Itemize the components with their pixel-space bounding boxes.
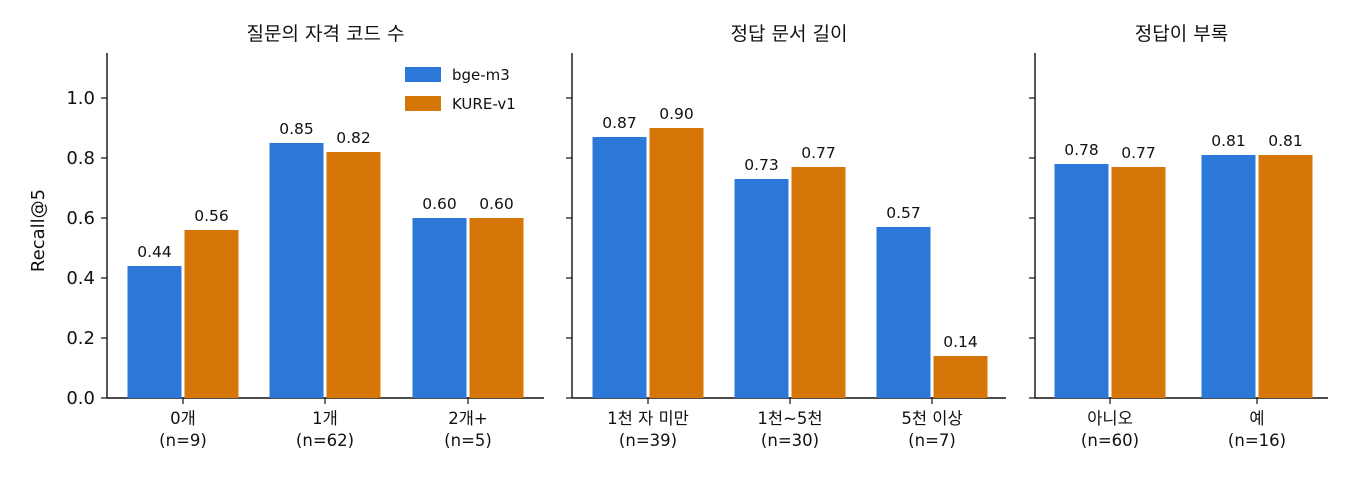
bar-value-label: 0.82 xyxy=(336,129,371,147)
bar-bge-m3 xyxy=(592,137,647,398)
legend-label: KURE-v1 xyxy=(452,95,516,113)
bar-value-label: 0.60 xyxy=(479,195,514,213)
bar-value-label: 0.85 xyxy=(279,120,314,138)
bar-value-label: 0.60 xyxy=(422,195,457,213)
x-tick-count-label: (n=5) xyxy=(444,431,492,450)
x-tick-label: 예 xyxy=(1249,409,1264,428)
bar-kure-v1 xyxy=(649,128,704,398)
panel-3-title: 정답이 부록 xyxy=(1135,23,1228,45)
x-tick-count-label: (n=30) xyxy=(761,431,819,450)
bar-kure-v1 xyxy=(469,218,524,398)
bar-kure-v1 xyxy=(791,167,846,398)
bar-kure-v1 xyxy=(184,230,239,398)
bar-value-label: 0.14 xyxy=(943,333,978,351)
bar-kure-v1 xyxy=(1111,167,1166,398)
x-tick-label: 0개 xyxy=(170,409,196,428)
bar-bge-m3 xyxy=(876,227,931,398)
y-tick-label: 0.0 xyxy=(66,388,95,409)
bar-value-label: 0.44 xyxy=(137,243,172,261)
bar-value-label: 0.87 xyxy=(602,114,637,132)
y-tick-label: 0.4 xyxy=(66,268,95,289)
y-tick-label: 0.2 xyxy=(66,328,95,349)
y-axis-label: Recall@5 xyxy=(28,189,49,272)
legend-label: bge-m3 xyxy=(452,66,510,84)
x-tick-count-label: (n=39) xyxy=(619,431,677,450)
panel-2-title: 정답 문서 길이 xyxy=(731,23,848,45)
bar-kure-v1 xyxy=(1258,155,1313,398)
bar-value-label: 0.77 xyxy=(1121,144,1156,162)
bar-kure-v1 xyxy=(933,356,988,398)
bar-value-label: 0.90 xyxy=(659,105,694,123)
x-tick-count-label: (n=60) xyxy=(1081,431,1139,450)
bar-value-label: 0.57 xyxy=(886,204,921,222)
x-tick-label: 1천~5천 xyxy=(757,409,822,428)
y-tick-label: 0.8 xyxy=(66,148,95,169)
y-tick-label: 1.0 xyxy=(66,88,95,109)
bar-bge-m3 xyxy=(269,143,324,398)
bar-value-label: 0.81 xyxy=(1268,132,1303,150)
bar-bge-m3 xyxy=(412,218,467,398)
bar-bge-m3 xyxy=(127,266,182,398)
legend-swatch-kure-v1 xyxy=(405,96,441,111)
legend-swatch-bge-m3 xyxy=(405,67,441,82)
x-tick-count-label: (n=16) xyxy=(1228,431,1286,450)
bar-value-label: 0.81 xyxy=(1211,132,1246,150)
bar-value-label: 0.56 xyxy=(194,207,229,225)
bar-kure-v1 xyxy=(326,152,381,398)
bar-value-label: 0.77 xyxy=(801,144,836,162)
x-tick-label: 1개 xyxy=(312,409,338,428)
y-tick-label: 0.6 xyxy=(66,208,95,229)
bar-bge-m3 xyxy=(1054,164,1109,398)
x-tick-count-label: (n=9) xyxy=(159,431,207,450)
bar-bge-m3 xyxy=(1201,155,1256,398)
bar-value-label: 0.73 xyxy=(744,156,779,174)
x-tick-label: 5천 이상 xyxy=(901,409,962,428)
x-tick-label: 2개+ xyxy=(448,409,488,428)
panel-1-title: 질문의 자격 코드 수 xyxy=(247,23,405,45)
x-tick-count-label: (n=62) xyxy=(296,431,354,450)
x-tick-label: 아니오 xyxy=(1087,409,1133,428)
bar-bge-m3 xyxy=(734,179,789,398)
x-tick-count-label: (n=7) xyxy=(908,431,956,450)
x-tick-label: 1천 자 미만 xyxy=(607,409,689,428)
bar-value-label: 0.78 xyxy=(1064,141,1099,159)
